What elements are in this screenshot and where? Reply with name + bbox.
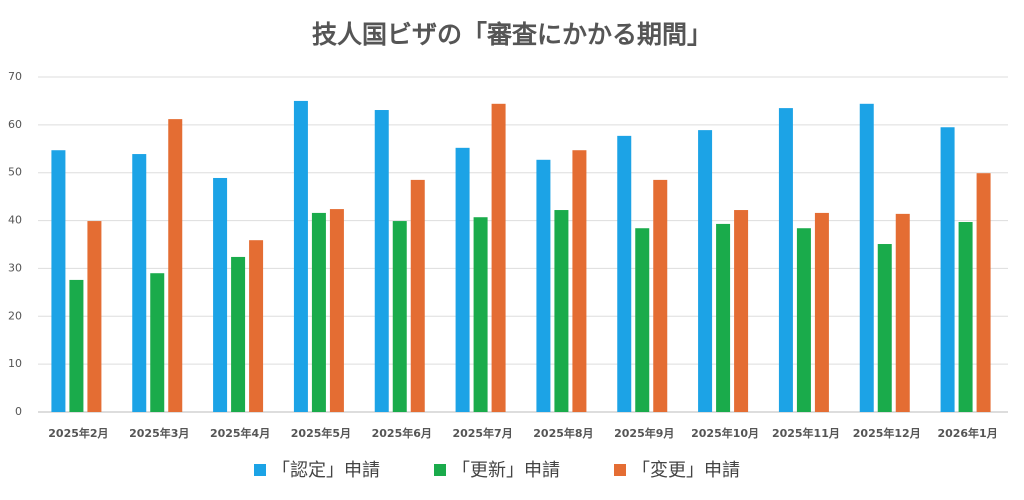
bar <box>410 179 425 412</box>
bar <box>374 110 389 413</box>
legend-swatch <box>254 464 266 476</box>
bar <box>51 150 66 412</box>
bar <box>716 223 731 412</box>
bar <box>168 119 183 412</box>
bar <box>734 210 749 412</box>
x-tick-label: 2025年2月 <box>48 426 108 440</box>
bar <box>392 221 407 412</box>
bar <box>958 222 973 412</box>
bar <box>311 212 326 412</box>
x-tick-label: 2025年4月 <box>210 426 270 440</box>
legend-label: 「更新」申請 <box>452 460 560 481</box>
chart-title: 技人国ビザの「審査にかかる期間」 <box>312 20 712 49</box>
legend-swatch <box>434 464 446 476</box>
bar <box>572 150 587 412</box>
bar <box>87 221 102 412</box>
bar <box>491 103 506 413</box>
legend-swatch <box>614 464 626 476</box>
legend-label: 「認定」申請 <box>272 460 380 481</box>
bar <box>814 212 829 412</box>
y-tick-label: 0 <box>15 405 22 418</box>
bar <box>150 273 165 412</box>
bar <box>554 210 569 412</box>
bar <box>617 135 632 412</box>
x-tick-label: 2025年5月 <box>291 426 351 440</box>
bar <box>132 154 147 413</box>
bar <box>895 213 910 412</box>
bar <box>778 108 793 412</box>
x-tick-label: 2025年8月 <box>533 426 593 440</box>
x-tick-label: 2026年1月 <box>937 426 997 440</box>
bar <box>329 209 344 412</box>
bar <box>213 177 228 412</box>
bar <box>976 173 991 412</box>
bar <box>69 279 84 412</box>
y-tick-label: 40 <box>8 214 22 227</box>
bar <box>536 159 551 412</box>
bar <box>473 217 488 412</box>
bar <box>293 100 308 412</box>
bar <box>698 130 713 412</box>
bar <box>249 240 264 412</box>
y-tick-label: 60 <box>8 118 22 131</box>
y-tick-label: 50 <box>8 166 22 179</box>
x-tick-label: 2025年11月 <box>772 426 840 440</box>
y-tick-label: 10 <box>8 357 22 370</box>
bar <box>455 147 470 413</box>
bar <box>877 244 892 412</box>
x-tick-label: 2025年9月 <box>614 426 674 440</box>
bar <box>653 179 668 412</box>
legend-label: 「変更」申請 <box>632 460 740 481</box>
x-tick-label: 2025年3月 <box>129 426 189 440</box>
x-tick-label: 2025年7月 <box>452 426 512 440</box>
y-tick-label: 70 <box>8 70 22 83</box>
y-tick-label: 20 <box>8 309 22 322</box>
bar <box>231 256 246 412</box>
x-tick-label: 2025年12月 <box>853 426 921 440</box>
x-tick-label: 2025年6月 <box>372 426 432 440</box>
bar <box>859 103 874 413</box>
bar <box>940 127 955 412</box>
y-tick-label: 30 <box>8 261 22 274</box>
bar <box>796 228 811 412</box>
x-tick-label: 2025年10月 <box>691 426 759 440</box>
bar <box>635 228 650 412</box>
